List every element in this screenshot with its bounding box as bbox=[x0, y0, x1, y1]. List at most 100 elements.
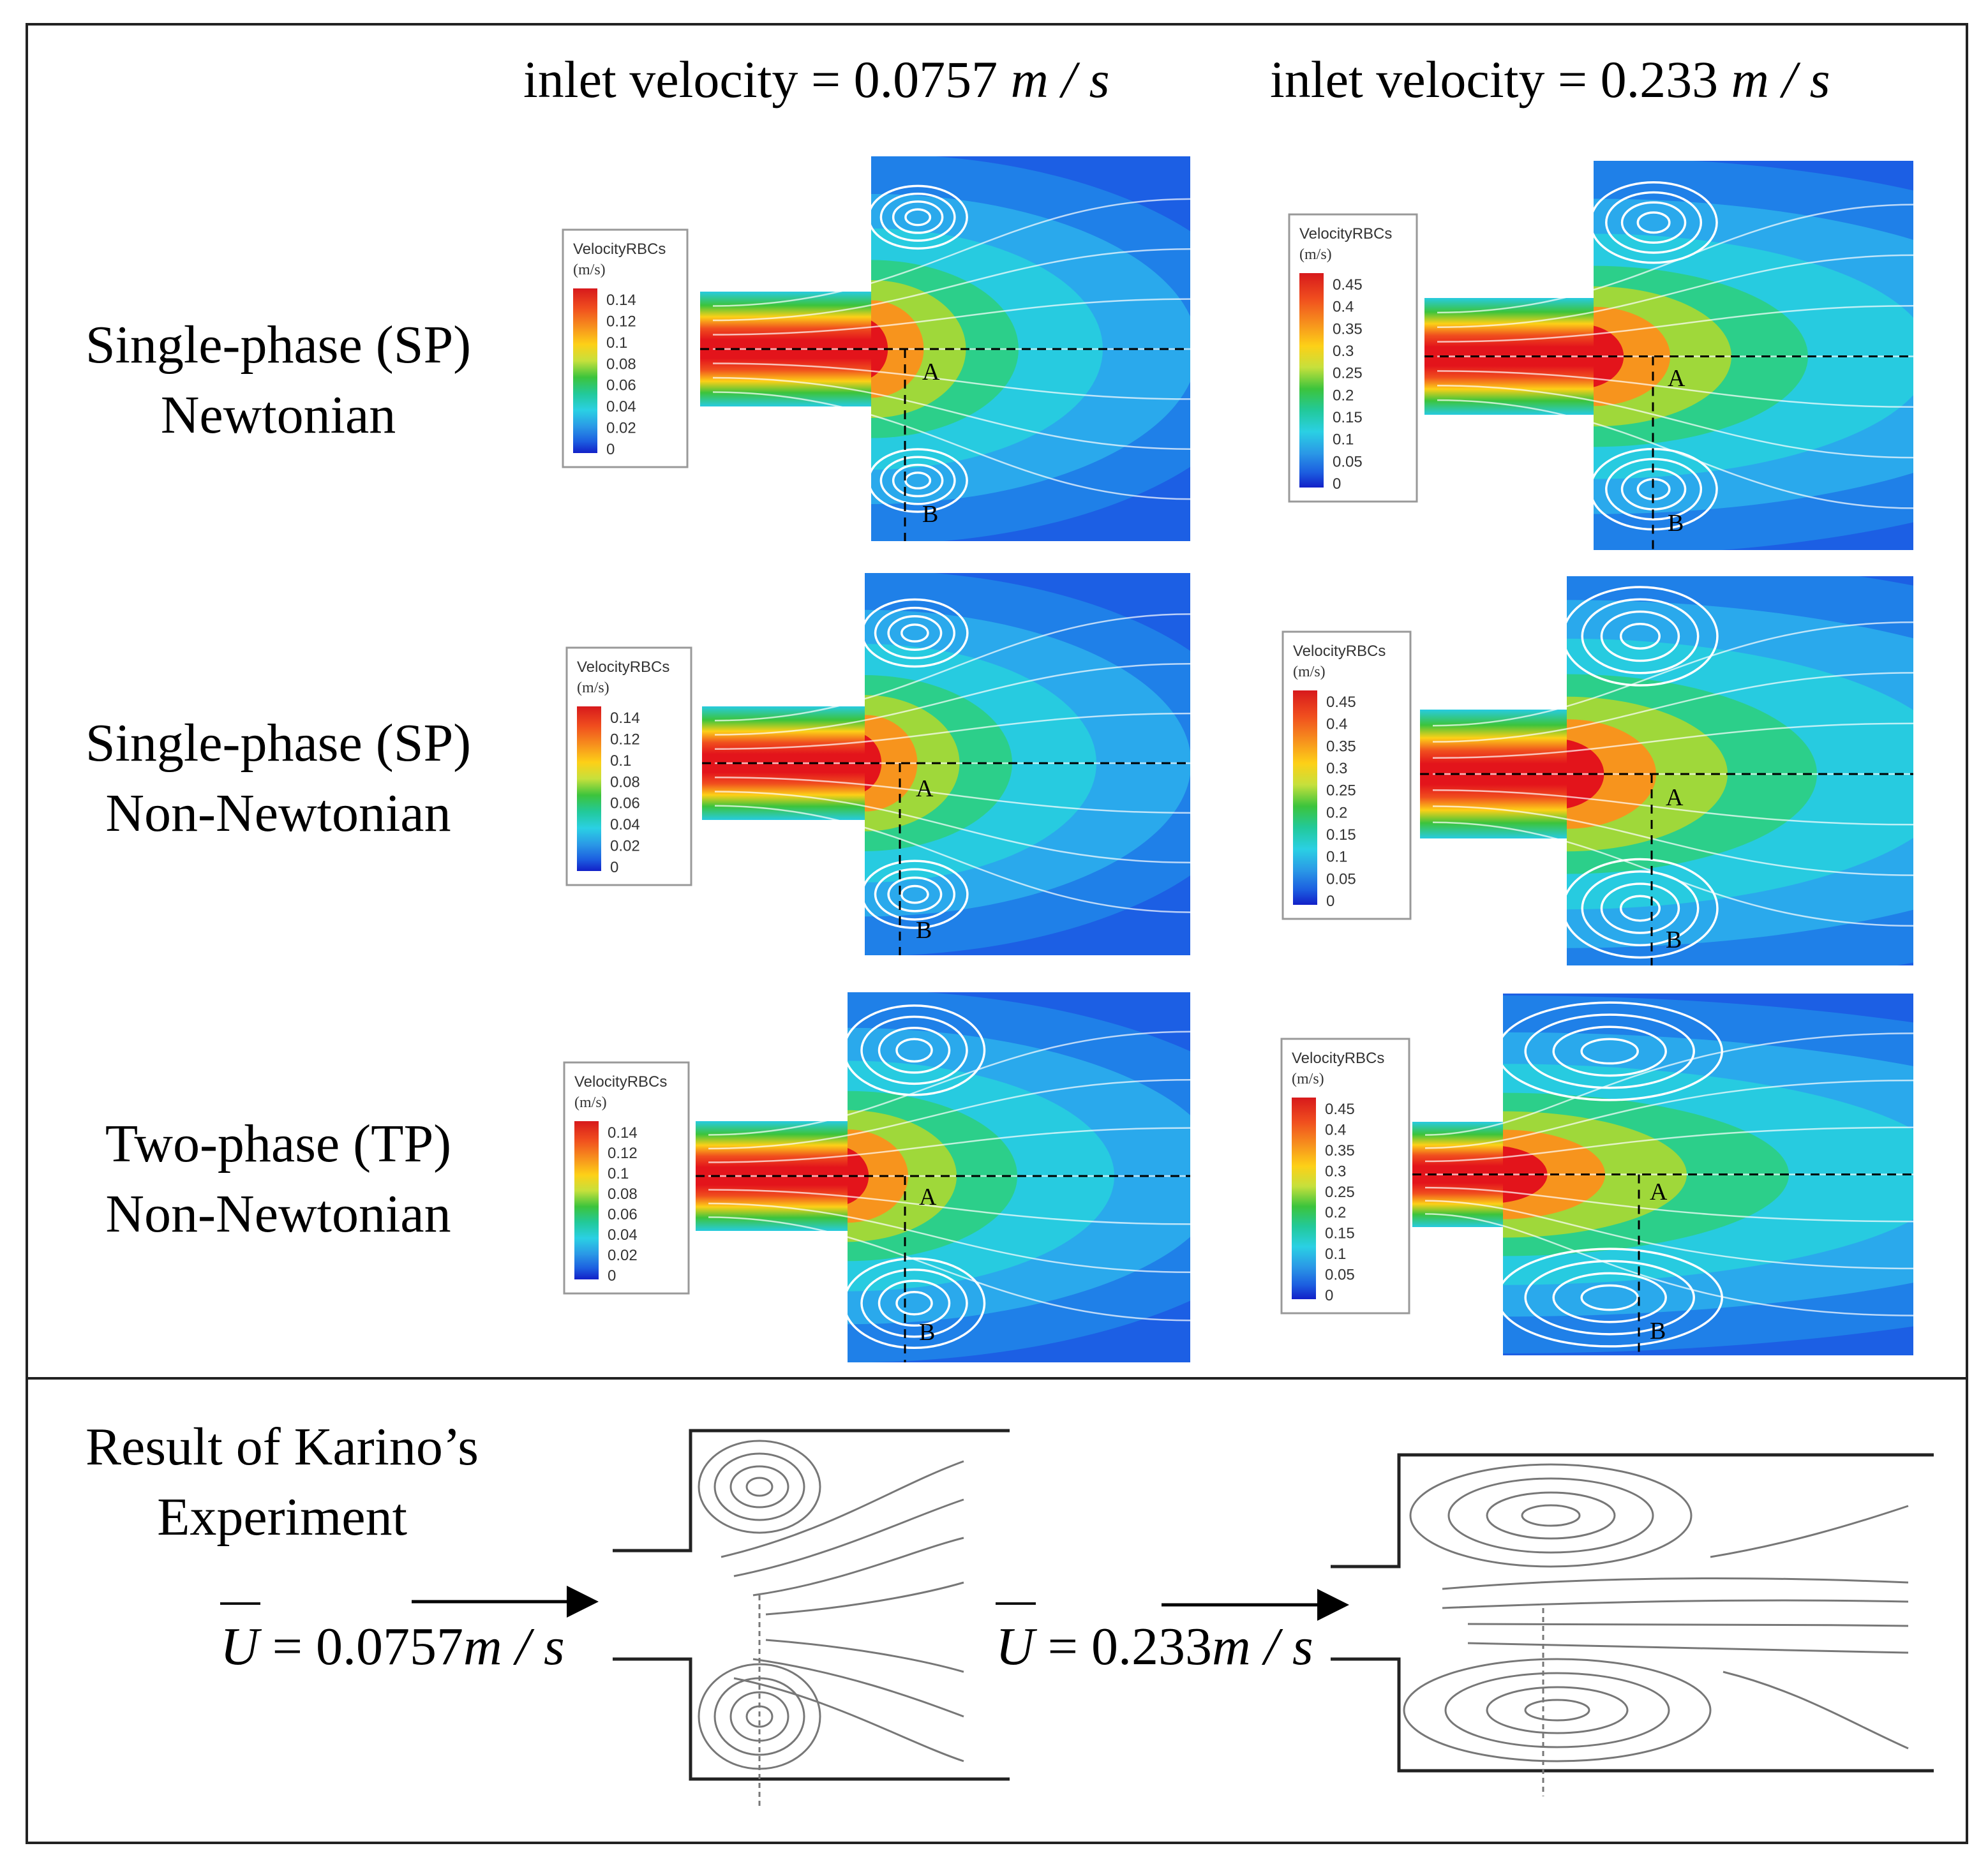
legend-tick: 0.1 bbox=[608, 1165, 629, 1182]
point-a-label: A bbox=[1666, 784, 1684, 811]
point-a-label: A bbox=[919, 1184, 937, 1210]
vortex-ring bbox=[1589, 181, 1718, 264]
legend-tick: 0.45 bbox=[1333, 276, 1363, 294]
row-label-1-line1: Single-phase (SP) bbox=[86, 315, 471, 375]
streamline bbox=[1432, 789, 1914, 826]
legend-tick: 0.05 bbox=[1333, 453, 1363, 470]
vortex-ring bbox=[1600, 610, 1680, 662]
legend-tick: 0.3 bbox=[1333, 343, 1354, 360]
vortex-ring bbox=[878, 1279, 951, 1327]
vortex-ring bbox=[1619, 623, 1661, 650]
karino-label-line1: Result of Karino’s bbox=[86, 1417, 479, 1477]
legend-tick: 0.05 bbox=[1326, 870, 1356, 888]
streamline bbox=[708, 1189, 1191, 1225]
vortex-ring bbox=[887, 615, 943, 652]
vortex-ring bbox=[1562, 858, 1719, 959]
streamline bbox=[712, 362, 1191, 400]
legend-tick: 0.4 bbox=[1325, 1121, 1346, 1138]
vortex-ring bbox=[860, 1269, 968, 1338]
vortex-ring bbox=[1600, 883, 1680, 934]
point-a-label: A bbox=[922, 359, 940, 385]
vortex-ring bbox=[860, 1015, 968, 1085]
streamline bbox=[1437, 304, 1914, 343]
legend-units: (m/s) bbox=[574, 1094, 607, 1111]
streamline bbox=[1437, 254, 1914, 328]
legend-tick: 0.4 bbox=[1333, 299, 1354, 316]
streamline bbox=[708, 1031, 1191, 1136]
streamline bbox=[712, 248, 1191, 322]
legend-tick: 0.45 bbox=[1326, 694, 1356, 711]
streamline bbox=[714, 791, 1191, 863]
legend-title: VelocityRBCs bbox=[573, 241, 666, 258]
lower-vortex bbox=[1562, 858, 1719, 959]
legend-title: VelocityRBCs bbox=[577, 659, 669, 676]
streamline bbox=[714, 712, 1191, 750]
legend-title: VelocityRBCs bbox=[574, 1073, 667, 1091]
vortex-ring bbox=[904, 472, 932, 490]
vortex-ring bbox=[1605, 191, 1703, 254]
vortex-ring bbox=[1619, 895, 1661, 922]
exp2-label: U = 0.233m / s bbox=[996, 1602, 1313, 1676]
vortex-ring bbox=[1524, 1013, 1695, 1089]
vortex-ring bbox=[879, 192, 956, 242]
velocity-panel-2: AB bbox=[1424, 161, 1914, 550]
vortex-ring bbox=[892, 200, 944, 234]
legend-tick: 0.12 bbox=[606, 313, 636, 330]
velocity-panel-6: AB bbox=[1412, 994, 1914, 1355]
streamline bbox=[712, 376, 1191, 451]
exp1-label: U = 0.0757m / s bbox=[220, 1602, 565, 1676]
row-label-1-line2: Newtonian bbox=[161, 385, 396, 445]
vortex-ring bbox=[901, 884, 929, 904]
legend-tick: 0.1 bbox=[610, 752, 631, 770]
legend-tick: 0.05 bbox=[1325, 1267, 1355, 1284]
legend-tick: 0.06 bbox=[608, 1206, 638, 1223]
legend-tick: 0.1 bbox=[1325, 1246, 1346, 1263]
streamline bbox=[1424, 1213, 1914, 1316]
vortex-ring bbox=[842, 1257, 986, 1350]
legend-tick: 0.2 bbox=[1333, 387, 1354, 404]
karino-2-lower-vortex bbox=[1403, 1658, 1712, 1762]
velocity-panel-5: AB bbox=[696, 992, 1191, 1362]
streamline bbox=[1437, 370, 1914, 408]
legend-title: VelocityRBCs bbox=[1299, 225, 1392, 242]
legend-colorbar bbox=[573, 288, 597, 453]
row-label-2-line1: Single-phase (SP) bbox=[86, 713, 471, 773]
header-col2: inlet velocity = 0.233 m / s bbox=[1270, 50, 1830, 108]
vortex-ring bbox=[1581, 598, 1700, 674]
legend-tick: 0 bbox=[610, 859, 618, 876]
streamline bbox=[714, 663, 1191, 736]
row-label-3-line2: Non-Newtonian bbox=[105, 1184, 451, 1244]
karino-1-upper-vortex bbox=[698, 1440, 821, 1534]
lower-vortex bbox=[867, 448, 968, 513]
legend-tick: 0 bbox=[1325, 1287, 1333, 1304]
color-legend-1: VelocityRBCs (m/s)0.14 0.12 0.1 0.08 0.06 0.04… bbox=[562, 228, 689, 468]
vortex-ring bbox=[892, 463, 944, 498]
streamline bbox=[712, 198, 1191, 307]
point-b-label: B bbox=[1666, 927, 1682, 953]
vortex-ring bbox=[1605, 458, 1703, 521]
color-legend-3: VelocityRBCs (m/s)0.14 0.12 0.1 0.08 0.06 0.04… bbox=[565, 646, 692, 886]
legend-tick: 0 bbox=[1333, 475, 1341, 493]
legend-tick: 0.14 bbox=[610, 710, 640, 727]
legend-tick: 0.25 bbox=[1325, 1184, 1355, 1201]
legend-tick: 0.12 bbox=[610, 731, 640, 748]
streamline bbox=[1432, 621, 1914, 727]
legend-units: (m/s) bbox=[1299, 246, 1332, 263]
row-labels: Single-phase (SP) Newtonian Single-phase… bbox=[86, 315, 471, 1244]
legend-tick: 0.1 bbox=[1326, 849, 1347, 866]
streamline bbox=[708, 1078, 1191, 1150]
point-a-label: A bbox=[1668, 365, 1685, 392]
vortex-ring bbox=[874, 606, 955, 660]
streamline bbox=[1424, 1126, 1914, 1163]
legend-tick: 0.06 bbox=[610, 795, 640, 812]
vortex-ring bbox=[901, 623, 929, 643]
legend-tick: 0.1 bbox=[606, 334, 627, 352]
vortex-ring bbox=[1581, 870, 1700, 946]
upper-vortex bbox=[842, 1004, 986, 1096]
legend-title: VelocityRBCs bbox=[1292, 1050, 1384, 1067]
point-b-label: B bbox=[1668, 510, 1684, 537]
point-b-label: B bbox=[922, 501, 938, 528]
legend-tick: 0.02 bbox=[606, 420, 636, 437]
streamlines bbox=[708, 1031, 1191, 1322]
